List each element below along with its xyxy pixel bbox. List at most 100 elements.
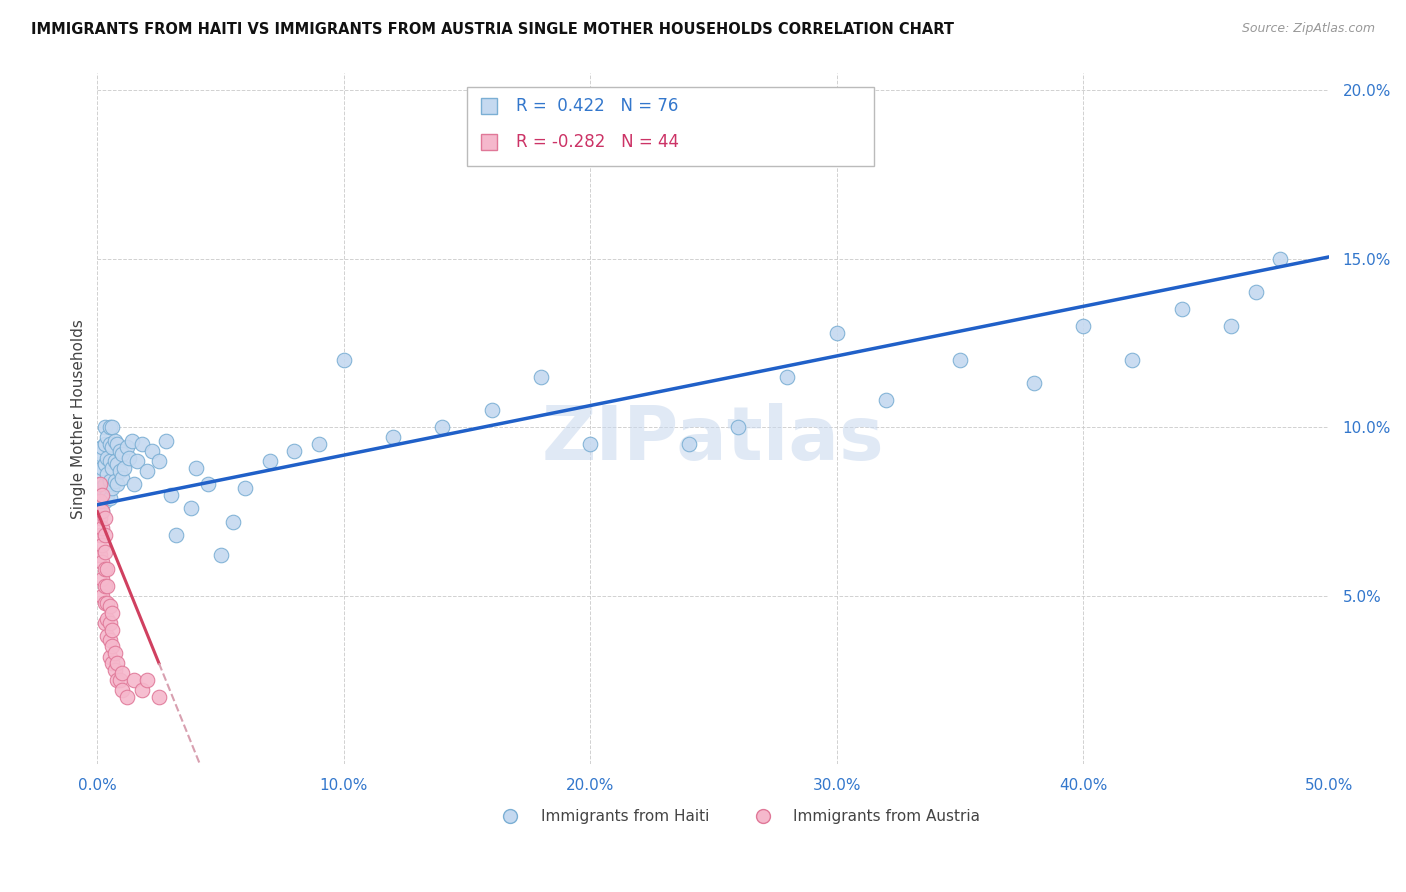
Point: [93, 457, 115, 471]
Point: [579, 437, 602, 451]
Point: [184, 460, 207, 475]
Point: [89, 464, 111, 478]
Point: [91, 441, 114, 455]
Point: [727, 420, 749, 434]
Point: [104, 663, 127, 677]
Point: [89, 477, 111, 491]
Point: [93, 615, 115, 630]
Point: [432, 420, 454, 434]
FancyBboxPatch shape: [467, 87, 873, 166]
Point: [93, 562, 115, 576]
Point: [481, 403, 503, 417]
Point: [93, 494, 115, 508]
Point: [141, 443, 163, 458]
Point: [283, 443, 305, 458]
Point: [96, 467, 118, 482]
Y-axis label: Single Mother Households: Single Mother Households: [72, 318, 86, 518]
Point: [101, 441, 124, 455]
Point: [91, 504, 114, 518]
Point: [165, 528, 187, 542]
Point: [333, 352, 356, 367]
Point: [101, 460, 124, 475]
Point: [93, 528, 115, 542]
Point: [180, 501, 202, 516]
Point: [91, 572, 114, 586]
Point: [101, 420, 124, 434]
Point: [89, 528, 111, 542]
Point: [1071, 318, 1094, 333]
Point: [875, 393, 897, 408]
Point: [105, 657, 128, 671]
Point: [98, 615, 121, 630]
Point: [96, 430, 118, 444]
Point: [108, 673, 131, 687]
Text: ZIPatlas: ZIPatlas: [543, 403, 884, 476]
Point: [1244, 285, 1267, 300]
Point: [105, 437, 128, 451]
Point: [148, 454, 170, 468]
Point: [1170, 302, 1192, 317]
Point: [1268, 252, 1291, 266]
Point: [222, 515, 245, 529]
Point: [825, 326, 848, 340]
Point: [1219, 318, 1241, 333]
Point: [111, 683, 134, 698]
Point: [96, 629, 118, 643]
Point: [131, 437, 153, 451]
Point: [148, 690, 170, 704]
Text: Source: ZipAtlas.com: Source: ZipAtlas.com: [1241, 22, 1375, 36]
Point: [108, 464, 131, 478]
Point: [105, 477, 128, 491]
Point: [93, 477, 115, 491]
Point: [96, 488, 118, 502]
Point: [96, 612, 118, 626]
Point: [98, 599, 121, 613]
Point: [115, 441, 138, 455]
Point: [91, 521, 114, 535]
Point: [105, 457, 128, 471]
Point: [111, 666, 134, 681]
Point: [91, 488, 114, 502]
Point: [98, 420, 121, 434]
Point: [89, 494, 111, 508]
Point: [209, 549, 232, 563]
Point: [131, 683, 153, 698]
Point: [98, 474, 121, 488]
Point: [98, 437, 121, 451]
Point: [101, 481, 124, 495]
Point: [104, 454, 127, 468]
Point: [93, 545, 115, 559]
Point: [678, 437, 700, 451]
Text: Immigrants from Haiti: Immigrants from Haiti: [541, 809, 709, 824]
Point: [382, 430, 405, 444]
Point: [93, 420, 115, 434]
Point: [135, 464, 157, 478]
Point: [115, 690, 138, 704]
Point: [124, 477, 146, 491]
Point: [98, 649, 121, 664]
Point: [89, 549, 111, 563]
Point: [93, 437, 115, 451]
Point: [98, 491, 121, 505]
Point: [93, 579, 115, 593]
Point: [105, 673, 128, 687]
Point: [91, 555, 114, 569]
Point: [124, 673, 146, 687]
Text: R =  0.422   N = 76: R = 0.422 N = 76: [516, 97, 679, 115]
Point: [108, 443, 131, 458]
Point: [101, 606, 124, 620]
Point: [118, 450, 141, 465]
Point: [91, 504, 114, 518]
Point: [101, 623, 124, 637]
Point: [111, 471, 134, 485]
Point: [155, 434, 177, 448]
Point: [259, 454, 281, 468]
Point: [89, 447, 111, 461]
Point: [233, 481, 256, 495]
Point: [96, 596, 118, 610]
Point: [96, 450, 118, 465]
Point: [530, 369, 553, 384]
Point: [114, 460, 136, 475]
Point: [111, 447, 134, 461]
Point: [197, 477, 219, 491]
